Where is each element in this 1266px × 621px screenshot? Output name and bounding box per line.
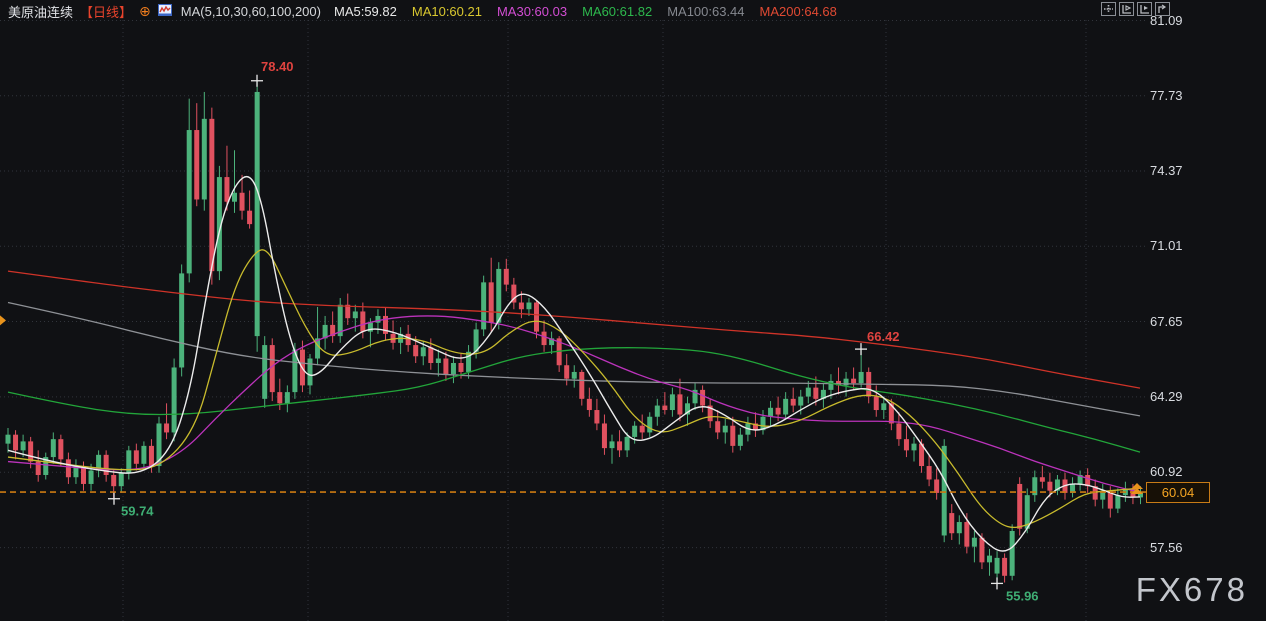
ma-value-label: MA200:64.68 [759, 3, 837, 19]
symbol-name: 美原油连续 [8, 4, 74, 20]
axis-tick-label: 81.09 [1150, 12, 1183, 28]
axis-tick-label: 71.01 [1150, 238, 1183, 254]
price-annotation: 66.42 [867, 329, 900, 344]
current-price-value: 60.04 [1161, 485, 1195, 501]
ma-value-label: MA30:60.03 [496, 3, 568, 19]
price-annotation: 55.96 [1006, 588, 1039, 603]
price-axis: 81.09 77.73 74.37 71.01 67.65 64.29 60.92 57.56 [1150, 0, 1220, 621]
ma-params-label: MA(5,10,30,60,100,200) [180, 3, 321, 19]
ma-value-label: MA100:63.44 [667, 3, 745, 19]
mini-chart-icon[interactable] [157, 3, 172, 19]
ma-value-label: MA60:61.82 [582, 3, 653, 19]
axis-tick-label: 64.29 [1150, 388, 1183, 404]
ma-line-ma30 [7, 315, 1141, 493]
ma-line-ma10 [7, 249, 1141, 529]
ma-line-ma200 [7, 270, 1141, 389]
watermark: FX678 [1135, 571, 1248, 608]
chart-play-icon[interactable] [1137, 2, 1152, 16]
ma-value-label: MA5:59.82 [333, 3, 397, 19]
chart-note-icon[interactable] [1119, 2, 1134, 16]
left-edge-marker [0, 315, 6, 326]
axis-tick-label: 67.65 [1150, 313, 1183, 329]
ma-line-ma5 [7, 175, 1141, 552]
crosshair-icon[interactable] [1101, 2, 1116, 16]
ma-value-label: MA10:60.21 [411, 3, 482, 19]
chart-header: 美原油连续 【日线】 ⊕ MA(5,10,30,60,100,200) MA5:… [8, 2, 837, 20]
period-selector[interactable]: 【日线】 [80, 4, 133, 20]
ma-line-ma100 [7, 301, 1141, 417]
axis-tick-label: 60.92 [1150, 464, 1183, 480]
export-icon[interactable] [1155, 2, 1170, 16]
ma-values-row: MA5:59.82 MA10:60.21 MA30:60.03 MA60:61.82 M… [334, 4, 837, 19]
axis-tick-label: 77.73 [1150, 87, 1183, 103]
price-annotation: 78.40 [261, 59, 294, 74]
ma-line-ma60 [7, 347, 1141, 453]
price-annotation: 59.74 [121, 504, 154, 519]
axis-tick-label: 74.37 [1150, 163, 1183, 179]
current-price-box: 60.04 [1146, 482, 1210, 504]
axis-tick-label: 57.56 [1150, 539, 1183, 555]
chart-toolbar [1101, 2, 1170, 16]
circle-plus-icon[interactable]: ⊕ [139, 3, 151, 19]
